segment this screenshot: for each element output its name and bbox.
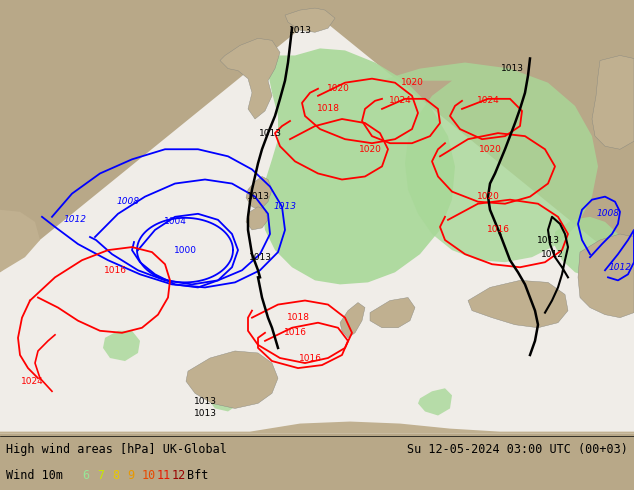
Text: 1012: 1012 (63, 215, 86, 224)
Text: 1013: 1013 (500, 64, 524, 73)
Polygon shape (262, 49, 455, 284)
Text: 8: 8 (112, 469, 119, 483)
Text: 1004: 1004 (164, 218, 186, 226)
Text: 1018: 1018 (316, 104, 339, 113)
Polygon shape (246, 176, 272, 210)
Text: 1013: 1013 (193, 397, 216, 406)
Polygon shape (468, 280, 568, 328)
Polygon shape (592, 55, 634, 149)
Text: 1013: 1013 (193, 409, 216, 418)
Text: 1013: 1013 (536, 236, 559, 245)
Text: 1013: 1013 (273, 202, 297, 211)
Text: 1016: 1016 (283, 328, 306, 337)
Text: 1020: 1020 (401, 78, 424, 87)
Polygon shape (208, 383, 242, 412)
Polygon shape (0, 421, 634, 434)
Text: 1024: 1024 (21, 377, 43, 386)
Polygon shape (186, 351, 278, 409)
Text: 1024: 1024 (389, 97, 411, 105)
Polygon shape (418, 388, 452, 416)
Text: 1000: 1000 (174, 245, 197, 255)
Text: 1020: 1020 (359, 145, 382, 154)
Polygon shape (0, 210, 40, 272)
Polygon shape (340, 302, 365, 338)
Text: 12: 12 (172, 469, 186, 483)
Text: 1008: 1008 (117, 197, 139, 206)
Text: Su 12-05-2024 03:00 UTC (00+03): Su 12-05-2024 03:00 UTC (00+03) (407, 443, 628, 456)
Polygon shape (103, 331, 140, 361)
Text: 1020: 1020 (477, 192, 500, 201)
Text: 11: 11 (157, 469, 171, 483)
Text: 1012: 1012 (541, 249, 564, 259)
Text: 1018: 1018 (287, 313, 309, 322)
Polygon shape (380, 63, 598, 262)
Polygon shape (578, 234, 634, 318)
Text: 1020: 1020 (479, 145, 501, 154)
Text: 1020: 1020 (327, 84, 349, 93)
Polygon shape (246, 207, 268, 230)
Text: Wind 10m: Wind 10m (6, 469, 63, 483)
Text: 1008: 1008 (597, 209, 619, 219)
Text: 1012: 1012 (609, 263, 631, 272)
Text: 1016: 1016 (299, 353, 321, 363)
Text: Bft: Bft (187, 469, 209, 483)
Text: 1013: 1013 (247, 192, 269, 201)
Text: 7: 7 (97, 469, 104, 483)
Polygon shape (370, 297, 415, 328)
Polygon shape (220, 38, 280, 119)
Text: 1016: 1016 (486, 225, 510, 234)
Text: 1013: 1013 (249, 253, 271, 262)
Text: 6: 6 (82, 469, 89, 483)
Polygon shape (0, 15, 634, 434)
Polygon shape (555, 217, 622, 277)
Text: 9: 9 (127, 469, 134, 483)
Text: 1016: 1016 (103, 266, 127, 275)
Text: 1024: 1024 (477, 97, 500, 105)
Polygon shape (285, 8, 335, 32)
Text: High wind areas [hPa] UK-Global: High wind areas [hPa] UK-Global (6, 443, 227, 456)
Text: 1013: 1013 (259, 128, 281, 138)
Text: 1013: 1013 (288, 26, 311, 35)
Text: 10: 10 (142, 469, 156, 483)
